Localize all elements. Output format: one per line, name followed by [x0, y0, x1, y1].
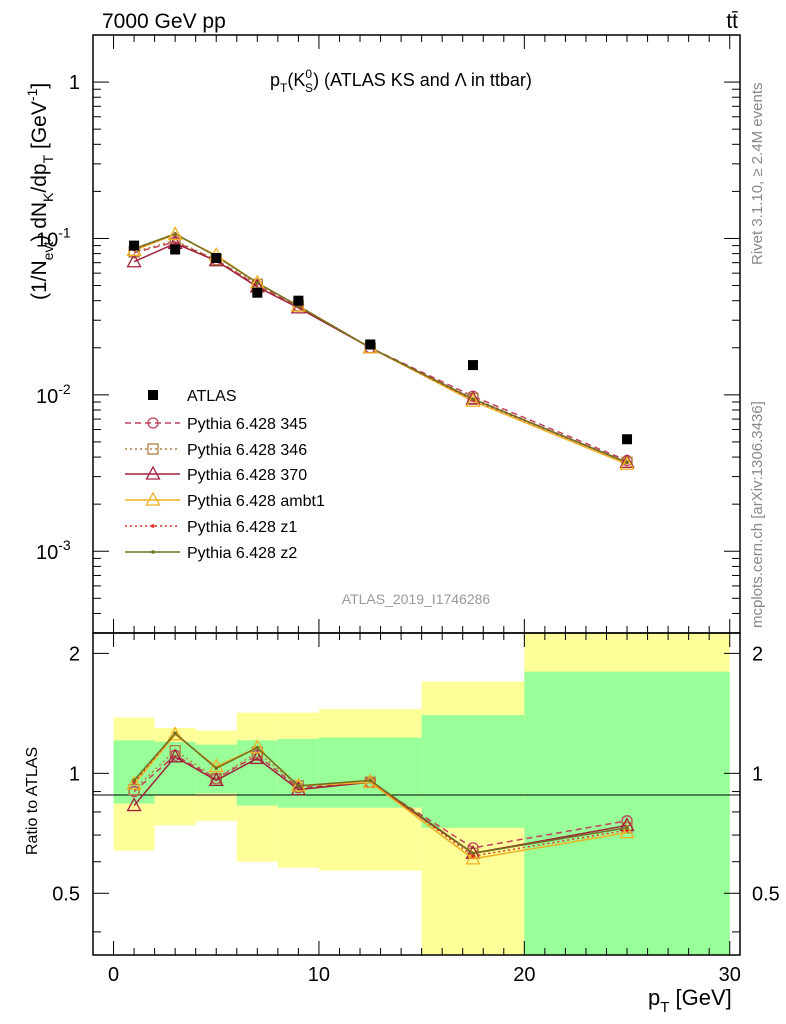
main-markers — [126, 226, 635, 470]
y-tick-label: 1 — [69, 72, 80, 94]
ratio-marker — [255, 745, 260, 750]
ratio-line — [133, 754, 628, 849]
ratio-y-label: Ratio to ATLAS — [24, 747, 41, 855]
ratio-marker — [619, 824, 635, 839]
ratio-marker — [465, 850, 481, 865]
legend-marker — [151, 550, 155, 554]
legend-marker — [147, 443, 159, 455]
y-tick-label: 10-1 — [36, 224, 71, 251]
inner-band — [421, 715, 525, 828]
inner-band — [524, 671, 730, 955]
header-left: 7000 GeV pp — [102, 10, 226, 33]
ratio-marker — [169, 745, 181, 757]
x-tick-label: 30 — [719, 964, 741, 986]
inner-band — [318, 737, 422, 808]
axis-ticks: 0 10 20 30 1 10-1 10-2 10-3 0.5 0.5 1 1 2 2 — [36, 34, 780, 986]
ratio-marker — [249, 739, 265, 754]
data-point — [293, 295, 304, 306]
legend-label: Pythia 6.428 346 — [187, 442, 307, 459]
x-tick-label: 20 — [513, 964, 535, 986]
legend-marker — [148, 390, 158, 400]
ratio-tick-label: 0.5 — [52, 883, 80, 905]
plot-title: pT(K0 S) (ATLAS KS and Λ in ttbar) — [270, 67, 532, 95]
data-point — [467, 360, 478, 371]
ratio-marker — [208, 772, 224, 787]
ratio-tick-label: 1 — [69, 763, 80, 785]
ratio-plot-frame — [92, 632, 741, 956]
ratio-tick-label: 1 — [752, 763, 763, 785]
legend-marker — [151, 524, 155, 528]
legend-label: ATLAS — [187, 388, 237, 405]
ratio-marker — [167, 726, 183, 741]
series-marker — [625, 460, 629, 465]
ratio-series-lines — [126, 726, 635, 865]
series-marker — [173, 232, 177, 236]
series-marker — [465, 392, 481, 407]
data-point — [129, 240, 140, 251]
ratio-marker — [249, 750, 265, 765]
series-marker — [290, 299, 306, 314]
ratio-tick-label: 2 — [69, 643, 80, 665]
ratio-line — [133, 749, 628, 855]
x-tick-label: 0 — [108, 964, 119, 986]
ratio-tick-label: 0.5 — [752, 883, 780, 905]
series-marker — [465, 390, 481, 405]
ratio-tick-label: 2 — [752, 643, 763, 665]
main-plot-frame — [92, 34, 741, 634]
ratio-marker — [471, 854, 475, 858]
header-right: tt̄ — [726, 10, 738, 33]
legend-label: Pythia 6.428 z2 — [187, 545, 297, 562]
ratio-line — [133, 732, 628, 855]
series-line — [133, 233, 628, 464]
rivet-label: Rivet 3.1.10, ≥ 2.4M events — [749, 83, 766, 266]
legend-label: Pythia 6.428 345 — [187, 416, 307, 433]
data-point — [365, 339, 376, 350]
ratio-marker — [126, 775, 142, 790]
series-marker — [167, 226, 183, 241]
ratio-marker — [214, 766, 219, 771]
data-point — [252, 287, 263, 298]
ratio-marker — [625, 825, 629, 830]
mcplots-label: mcplots.cern.ch [arXiv:1306.3436] — [749, 401, 766, 628]
data-point — [211, 252, 222, 263]
ratio-marker — [296, 784, 301, 788]
legend: ATLAS Pythia 6.428 345 Pythia 6.428 346 Pyt… — [125, 388, 325, 562]
ratio-marker — [132, 778, 136, 783]
ratio-uncertainty-bands — [113, 633, 730, 955]
legend-label: Pythia 6.428 370 — [187, 467, 307, 484]
legend-marker — [145, 491, 161, 506]
series-marker — [126, 253, 142, 268]
y-tick-label: 10-2 — [36, 381, 71, 408]
x-axis-label: pT [GeV] — [648, 985, 732, 1016]
legend-marker — [145, 465, 161, 480]
series-marker — [619, 454, 635, 469]
legend-label: Pythia 6.428 ambt1 — [187, 493, 325, 510]
series-marker — [471, 397, 475, 401]
inner-band — [113, 740, 155, 804]
series-marker — [619, 455, 635, 470]
ratio-marker — [173, 731, 177, 736]
ratio-marker — [290, 781, 306, 796]
data-point — [622, 434, 633, 445]
main-series-lines — [133, 233, 628, 465]
ratio-marker — [368, 778, 373, 783]
data-point — [170, 244, 181, 255]
series-marker — [255, 281, 260, 285]
analysis-label: ATLAS_2019_I1746286 — [342, 591, 491, 607]
ratio-marker — [471, 851, 475, 856]
ratio-marker — [126, 797, 142, 812]
y-axis-label: (1/Nevt) dNK/dpT [GeV-1] — [24, 83, 56, 300]
legend-marker — [147, 417, 159, 429]
ratio-marker — [167, 748, 183, 763]
x-tick-label: 10 — [308, 964, 330, 986]
y-tick-label: 10-3 — [36, 537, 71, 564]
legend-label: Pythia 6.428 z1 — [187, 519, 297, 536]
